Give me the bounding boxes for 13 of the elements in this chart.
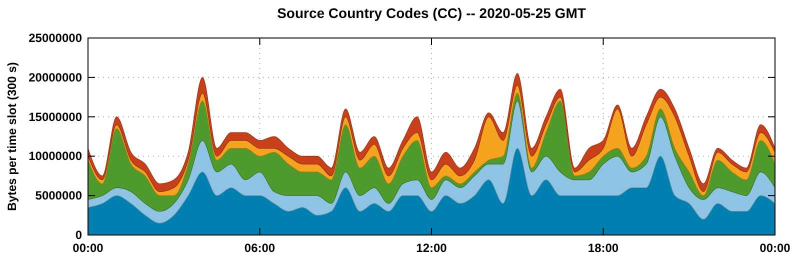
x-tick-label: 00:00: [72, 241, 104, 255]
y-tick-label: 25000000: [28, 31, 82, 45]
y-tick-label: 20000000: [28, 70, 82, 84]
x-tick-label: 06:00: [244, 241, 276, 255]
x-tick-label: 00:00: [760, 241, 791, 255]
y-tick-label: 0: [75, 228, 82, 242]
y-tick-label: 15000000: [28, 110, 82, 124]
y-tick-label: 5000000: [35, 188, 82, 203]
x-tick-label: 18:00: [588, 241, 619, 255]
x-tick-label: 12:00: [416, 241, 448, 255]
y-axis-title: Bytes per time slot (300 s): [5, 62, 19, 211]
chart-title: Source Country Codes (CC) -- 2020-05-25 GMT: [277, 5, 586, 21]
y-tick-label: 10000000: [28, 149, 82, 164]
